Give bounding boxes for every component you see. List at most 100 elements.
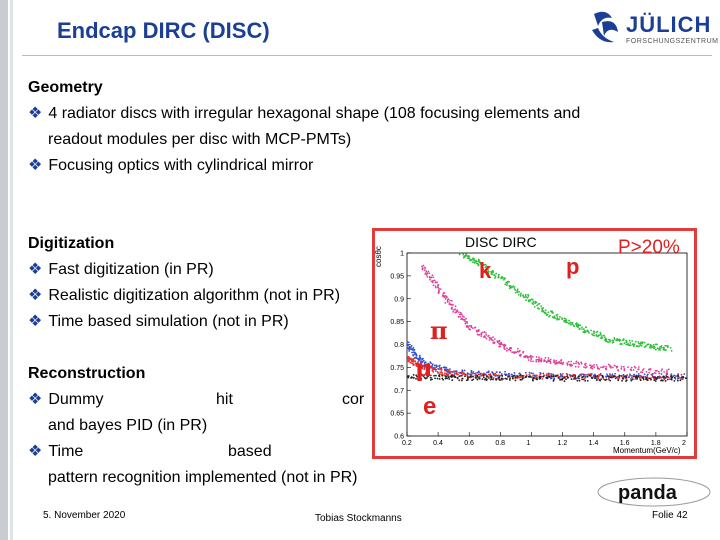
data-point (552, 312, 554, 314)
data-point (512, 285, 515, 287)
data-point (606, 373, 608, 376)
data-point (425, 270, 428, 273)
data-point (519, 374, 522, 377)
data-point (446, 298, 449, 301)
data-point (474, 326, 477, 329)
data-point (493, 338, 496, 341)
data-point (522, 374, 524, 377)
y-tick-labels: 0.6 0.65 0.7 0.75 0.8 0.85 0.9 0.95 1 (390, 251, 404, 441)
data-point (424, 272, 427, 275)
data-point (525, 354, 527, 357)
data-point (598, 368, 601, 370)
data-point (559, 315, 561, 318)
data-point (576, 324, 579, 327)
data-point (676, 379, 679, 382)
data-point (462, 253, 465, 256)
data-point (535, 301, 537, 304)
data-point (583, 366, 585, 368)
data-point (477, 328, 480, 331)
data-point (415, 354, 418, 357)
data-point (416, 365, 418, 367)
data-point (507, 280, 510, 283)
data-point (503, 277, 506, 280)
data-point (651, 346, 654, 349)
data-point (572, 378, 575, 380)
data-point (660, 369, 663, 372)
data-point (542, 375, 545, 378)
data-point (491, 371, 494, 373)
data-point (412, 357, 415, 360)
data-point (484, 266, 487, 269)
data-point (650, 378, 652, 381)
data-point (547, 356, 550, 359)
data-point (421, 265, 423, 268)
data-point (445, 375, 448, 378)
data-point (646, 379, 649, 382)
data-point (514, 289, 517, 291)
data-point (421, 367, 423, 370)
data-point (418, 378, 421, 381)
data-point (434, 286, 437, 289)
y-axis-label: cosθc (375, 246, 383, 267)
data-point (604, 340, 607, 342)
data-point (492, 372, 495, 375)
data-point (603, 365, 605, 368)
data-point (544, 309, 547, 312)
data-point (490, 375, 492, 377)
data-point (481, 373, 483, 375)
data-point (572, 324, 575, 327)
data-point (622, 375, 625, 378)
data-point (601, 335, 603, 337)
data-point (412, 364, 415, 367)
reconstruction-bullet-2-word-based: based (228, 443, 272, 460)
data-point (625, 376, 628, 379)
data-point (605, 368, 608, 371)
data-point (585, 374, 588, 376)
data-point (622, 377, 625, 380)
panda-logo-text: panda (618, 482, 678, 504)
data-point (438, 375, 441, 378)
data-point (653, 346, 656, 348)
data-point (579, 324, 582, 327)
data-point (634, 376, 637, 379)
data-point (568, 363, 571, 366)
digitization-heading: Digitization (28, 235, 115, 252)
data-point (561, 363, 564, 365)
data-point (635, 370, 638, 373)
data-point (434, 285, 437, 288)
data-point (468, 324, 471, 327)
data-point (472, 370, 475, 373)
data-point (505, 378, 508, 380)
data-point (433, 364, 436, 367)
data-point (478, 334, 481, 336)
data-point (666, 371, 668, 373)
data-point (632, 375, 635, 378)
data-point (589, 364, 592, 367)
y-tick-label: 0.65 (390, 411, 404, 418)
data-point (458, 371, 461, 374)
data-point (545, 373, 548, 376)
data-point (438, 288, 440, 290)
data-point (566, 373, 569, 376)
data-point (641, 369, 644, 372)
x-tick-label: 1.2 (558, 440, 568, 447)
data-point (487, 270, 490, 273)
data-point (488, 339, 491, 341)
data-point (616, 365, 619, 368)
data-point (521, 377, 524, 380)
data-point (663, 378, 666, 381)
data-point (471, 327, 474, 330)
data-point (549, 360, 552, 363)
data-point (595, 379, 598, 382)
data-point (474, 376, 477, 379)
data-point (604, 336, 606, 339)
data-point (593, 363, 595, 366)
data-point (593, 332, 595, 335)
data-point (506, 282, 509, 285)
data-point (425, 274, 428, 276)
data-point (467, 257, 470, 260)
data-point (450, 375, 453, 377)
data-point (607, 378, 610, 381)
data-point (450, 303, 453, 306)
data-point (541, 308, 544, 311)
